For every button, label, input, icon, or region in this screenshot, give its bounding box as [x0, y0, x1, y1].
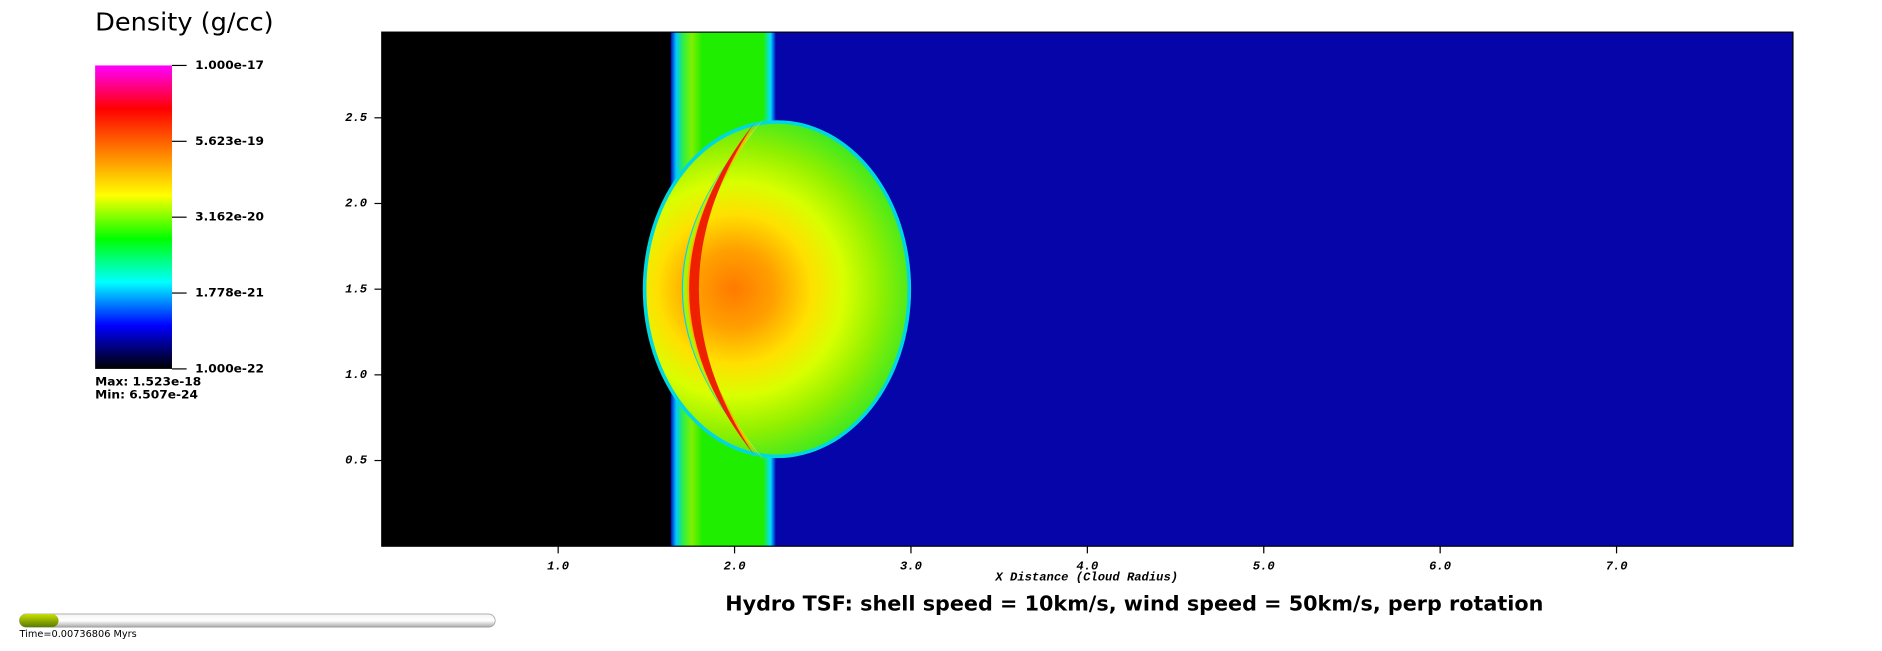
x-tick-label: 2.0	[724, 560, 746, 574]
y-tick-label: 1.5	[345, 282, 368, 296]
colorbar-title: Density (g/cc)	[95, 8, 274, 37]
axes: 1.0 2.0 3.0 4.0 5.0 6.0 7.0 0.5 1.0 1.5 2.0 2.5	[345, 111, 1627, 573]
max-label: Max: 1.523e-18	[95, 375, 201, 389]
x-tick-label: 4.0	[1076, 560, 1098, 574]
plot-title: Hydro TSF: shell speed = 10km/s, wind sp…	[725, 592, 1543, 616]
time-slider-fill	[19, 614, 59, 628]
colorbar-tick-label: 3.162e-20	[195, 210, 264, 224]
x-axis-label: X Distance (Cloud Radius)	[994, 570, 1178, 584]
min-label: Min: 6.507e-24	[95, 388, 198, 402]
colorbar-tick-label: 5.623e-19	[195, 134, 264, 148]
time-slider[interactable]	[19, 613, 496, 628]
x-tick-label: 1.0	[547, 560, 569, 574]
time-label: Time=0.00736806 Myrs	[19, 629, 137, 640]
y-tick-label: 0.5	[345, 454, 368, 468]
colorbar-tick-label: 1.000e-22	[195, 361, 264, 375]
y-tick-label: 2.0	[345, 197, 367, 211]
x-tick-label: 6.0	[1429, 560, 1451, 574]
colorbar	[95, 65, 172, 369]
x-tick-label: 3.0	[900, 560, 922, 574]
canvas: 1.0 2.0 3.0 4.0 5.0 6.0 7.0 0.5 1.0 1.5 2.0 2.5 X D…	[19, 8, 1794, 640]
colorbar-ticks: 1.000e-17 5.623e-19 3.162e-20 1.778e-21 1.00…	[171, 58, 264, 375]
density-field	[381, 32, 1793, 547]
y-tick-label: 1.0	[345, 368, 367, 382]
x-tick-label: 7.0	[1606, 560, 1628, 574]
y-tick-label: 2.5	[345, 111, 368, 125]
colorbar-tick-label: 1.000e-17	[195, 58, 264, 72]
x-tick-label: 5.0	[1253, 560, 1275, 574]
colorbar-tick-label: 1.778e-21	[195, 286, 264, 300]
